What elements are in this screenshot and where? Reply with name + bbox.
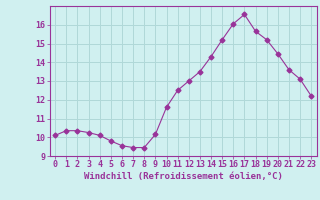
X-axis label: Windchill (Refroidissement éolien,°C): Windchill (Refroidissement éolien,°C) xyxy=(84,172,283,181)
